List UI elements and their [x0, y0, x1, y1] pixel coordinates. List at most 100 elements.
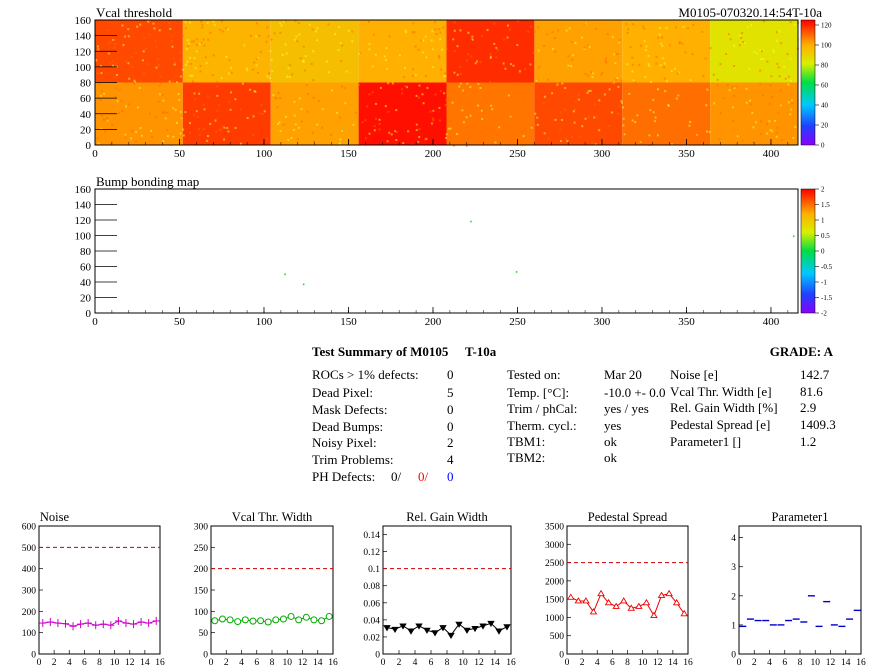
pixel-noise — [150, 135, 153, 138]
pixel-noise — [209, 31, 212, 34]
pixel-noise — [359, 52, 362, 55]
pixel-noise — [776, 39, 779, 42]
pixel-noise — [368, 48, 371, 51]
data-point — [130, 620, 138, 629]
pixel-noise — [742, 40, 745, 43]
pixel-noise — [187, 42, 190, 45]
pixel-noise — [136, 25, 139, 28]
defect-value: 0 — [447, 402, 454, 417]
defect-value: 5 — [447, 385, 454, 400]
pixel-noise — [477, 104, 480, 107]
pixel-noise — [366, 105, 369, 108]
pixel-noise — [417, 140, 420, 143]
data-point — [152, 616, 160, 625]
pixel-noise — [216, 81, 219, 84]
pixel-noise — [271, 70, 274, 73]
pixel-noise — [160, 81, 163, 84]
y-tick-label: 500 — [550, 632, 565, 642]
x-tick-label: 14 — [140, 658, 150, 668]
pixel-noise — [766, 132, 769, 135]
pixel-noise — [523, 97, 526, 100]
pixel-noise — [775, 135, 778, 138]
grade: GRADE: A — [770, 344, 834, 359]
pixel-noise — [668, 98, 671, 101]
pixel-noise — [404, 29, 407, 32]
y-tick-label: 140 — [75, 31, 92, 43]
pixel-noise — [243, 44, 246, 47]
pixel-noise — [770, 75, 773, 78]
y-tick-label: 0.08 — [363, 582, 380, 592]
palette-tick-label: -0.5 — [821, 263, 833, 271]
pixel-noise — [741, 139, 744, 142]
pixel-noise — [745, 87, 748, 90]
pixel-noise — [518, 70, 521, 73]
pixel-noise — [780, 139, 783, 142]
pixel-noise — [661, 36, 664, 39]
pixel-noise — [437, 54, 440, 57]
data-point — [399, 623, 407, 630]
y-tick-label: 20 — [80, 124, 92, 136]
pixel-noise — [124, 133, 127, 136]
pixel-noise — [445, 136, 448, 139]
x-tick-label: 6 — [254, 658, 259, 668]
y-tick-label: 0 — [86, 140, 92, 152]
pixel-noise — [605, 57, 608, 60]
pixel-noise — [339, 138, 342, 141]
x-tick-label: 50 — [174, 316, 186, 328]
pixel-noise — [386, 140, 389, 143]
data-point — [46, 618, 54, 626]
pixel-noise — [692, 115, 695, 118]
data-point — [582, 597, 590, 604]
pixel-noise — [716, 78, 719, 81]
pixel-noise — [395, 131, 398, 134]
pixel-noise — [97, 142, 100, 145]
pixel-noise — [450, 119, 453, 122]
plot-title: Pedestal Spread — [588, 510, 668, 524]
x-tick-label: 4 — [767, 658, 772, 668]
pixel-noise — [453, 29, 456, 32]
pixel-noise — [112, 38, 115, 41]
pixel-noise — [192, 40, 195, 43]
palette-tick-label: 120 — [821, 22, 832, 30]
pixel-noise — [109, 40, 112, 43]
pixel-noise — [613, 53, 616, 56]
x-tick-label: 14 — [668, 658, 678, 668]
pixel-noise — [729, 38, 732, 41]
pixel-noise — [134, 81, 137, 84]
pixel-noise — [107, 42, 110, 45]
roc-tile — [270, 82, 359, 145]
pixel-noise — [480, 106, 483, 109]
defect-label: Noisy Pixel: — [312, 435, 377, 450]
pixel-noise — [229, 108, 232, 111]
y-tick-label: 0 — [559, 651, 564, 661]
pixel-noise — [172, 135, 175, 138]
pixel-noise — [372, 33, 375, 36]
pixel-noise — [430, 39, 433, 42]
pixel-noise — [266, 137, 269, 140]
pixel-noise — [212, 20, 215, 23]
pixel-noise — [206, 139, 209, 142]
pixel-noise — [290, 136, 293, 139]
series-line — [214, 615, 330, 623]
pixel-noise — [673, 67, 676, 70]
result-value: 142.7 — [800, 367, 830, 382]
palette-tick-label: 1.5 — [821, 201, 830, 209]
pixel-noise — [205, 62, 208, 65]
pixel-noise — [772, 49, 775, 52]
data-point — [447, 632, 455, 640]
pixel-noise — [330, 89, 333, 92]
data-point — [589, 608, 598, 615]
data-point — [604, 598, 613, 606]
pixel-noise — [447, 99, 450, 102]
pixel-noise — [140, 134, 143, 137]
pixel-noise — [456, 45, 459, 48]
pixel-noise — [445, 133, 448, 136]
pixel-noise — [178, 51, 181, 54]
pixel-noise — [287, 67, 290, 70]
pixel-noise — [543, 95, 546, 98]
pixel-noise — [705, 104, 708, 107]
pixel-noise — [768, 120, 771, 123]
pixel-noise — [762, 49, 765, 52]
roc-tile — [710, 82, 798, 145]
pixel-noise — [299, 57, 302, 60]
